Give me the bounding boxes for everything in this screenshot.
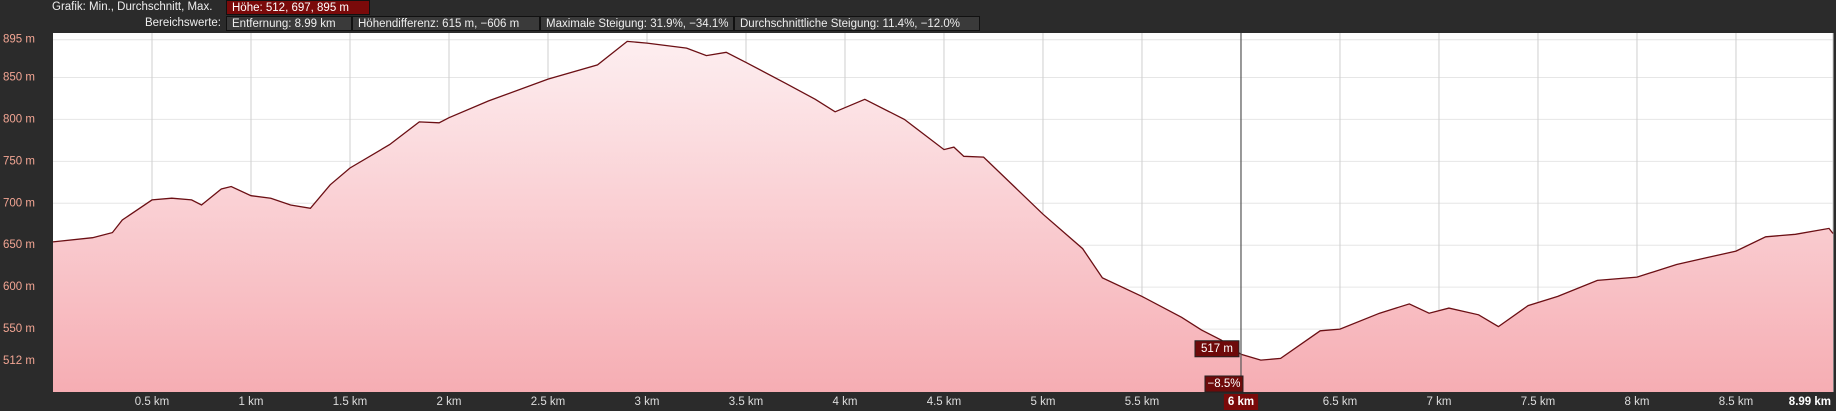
y-tick-label: 700 m	[3, 197, 35, 209]
y-tick-label: 512 m	[3, 355, 35, 367]
cursor-grade-box	[1204, 375, 1244, 393]
stat: Durchschnittliche Steigung: 11.4%, −12.0…	[734, 16, 980, 31]
y-tick-label: 895 m	[3, 34, 35, 46]
x-tick-label: 8 km	[1625, 396, 1650, 408]
graph-label: Grafik: Min., Durchschnitt, Max.	[52, 1, 213, 13]
x-tick-label: 8.5 km	[1719, 396, 1754, 408]
cursor-tick-box	[1223, 394, 1259, 410]
y-tick-label: 600 m	[3, 281, 35, 293]
y-tick-label: 750 m	[3, 155, 35, 167]
stat: Höhendifferenz: 615 m, −606 m	[352, 16, 540, 31]
x-tick-label: 2 km	[437, 396, 462, 408]
y-tick-label: 800 m	[3, 113, 35, 125]
y-tick-label: 650 m	[3, 239, 35, 251]
range-label: Bereichswerte:	[144, 17, 221, 29]
x-tick-label: 6.5 km	[1323, 396, 1358, 408]
cursor-grade-label: −8.5%	[1208, 378, 1241, 390]
x-tick-label: 5.5 km	[1125, 396, 1160, 408]
height-stat: Höhe: 512, 697, 895 m	[226, 0, 370, 15]
cursor-value-box	[1194, 340, 1240, 358]
x-tick-label: 0.5 km	[135, 396, 170, 408]
area-fill	[53, 41, 1833, 393]
x-tick-label: 4.5 km	[927, 396, 962, 408]
x-tick-label: 5 km	[1031, 396, 1056, 408]
x-tick-label: 7 km	[1427, 396, 1452, 408]
stat: Maximale Steigung: 31.9%, −34.1%	[540, 16, 734, 31]
y-tick-label: 550 m	[3, 323, 35, 335]
x-tick-label: 2.5 km	[531, 396, 566, 408]
elevation-line	[52, 40, 1834, 361]
x-tick-label: 3 km	[635, 396, 660, 408]
y-tick-label: 850 m	[3, 71, 35, 83]
x-tick-label: 4 km	[833, 396, 858, 408]
x-tick-label: 8.99 km	[1789, 396, 1831, 408]
x-tick-label: 7.5 km	[1521, 396, 1556, 408]
x-tick-label: 1 km	[239, 396, 264, 408]
x-tick-label: 1.5 km	[333, 396, 368, 408]
stat: Entfernung: 8.99 km	[226, 16, 352, 31]
cursor-value-label: 517 m	[1201, 343, 1233, 355]
x-tick-label: 3.5 km	[729, 396, 764, 408]
x-tick-label: 6 km	[1228, 396, 1254, 408]
